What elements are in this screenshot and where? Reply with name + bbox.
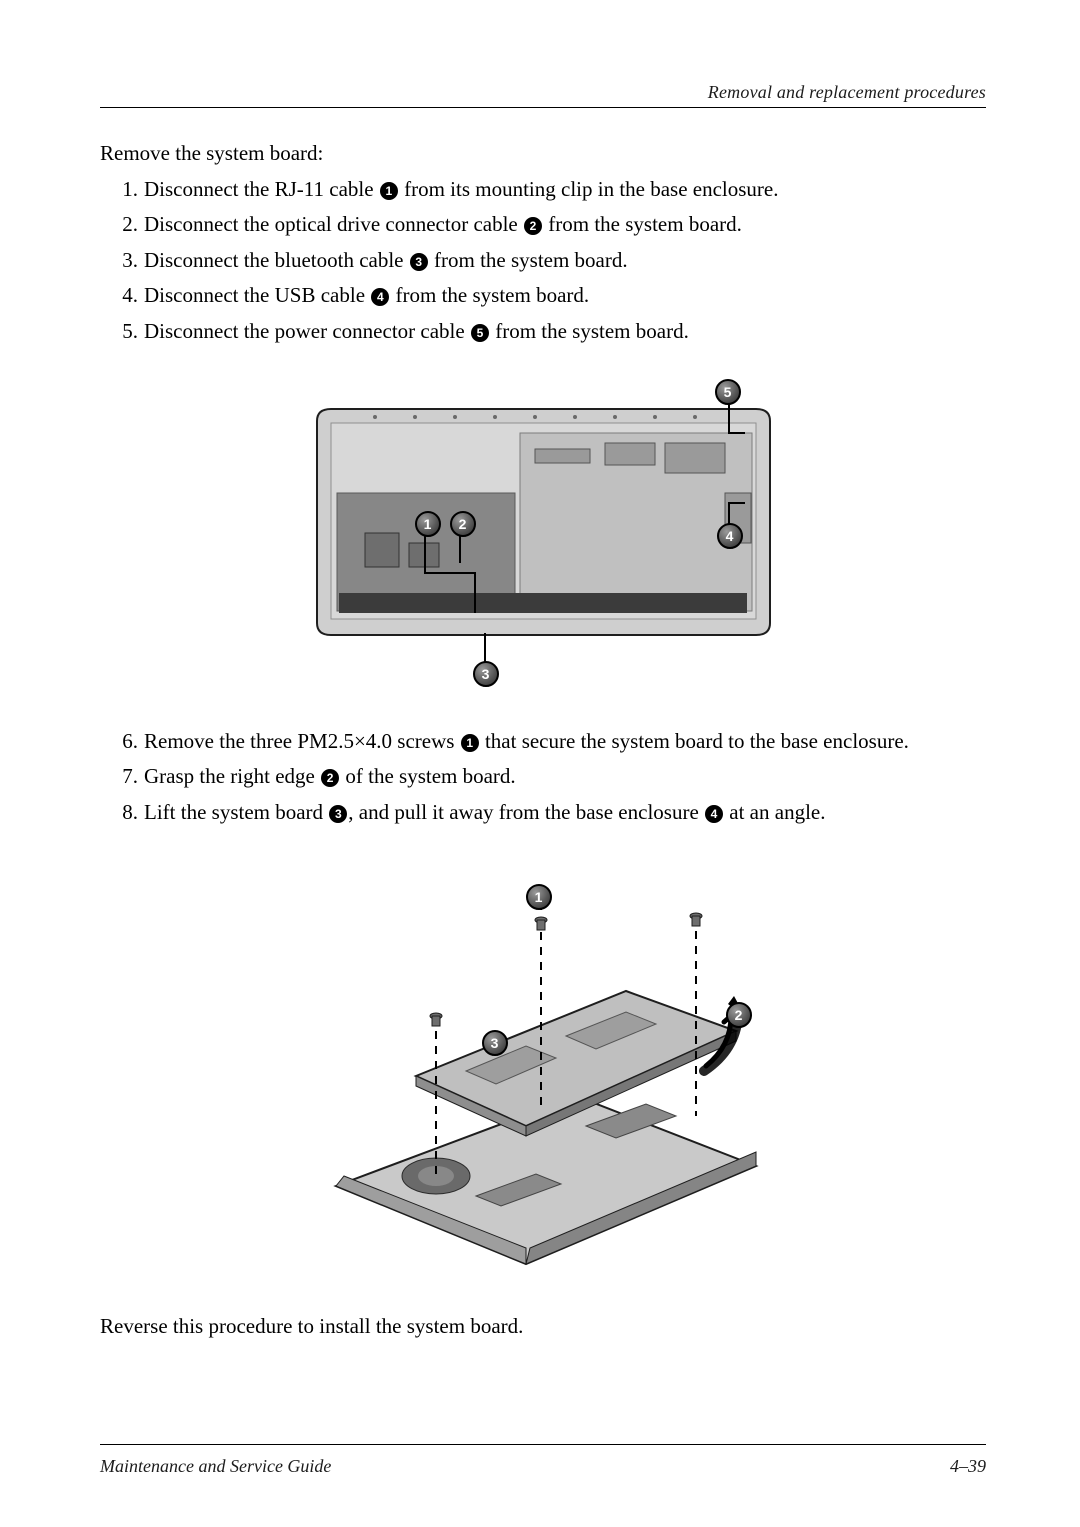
callout-ref-1-icon: 1: [380, 182, 398, 200]
callout-ref-5-icon: 5: [471, 324, 489, 342]
step-5: 5. Disconnect the power connector cable …: [144, 316, 986, 348]
step-text-pre: Disconnect the bluetooth cable: [144, 248, 409, 272]
callout-ref-1-icon: 1: [461, 734, 479, 752]
step-number: 7.: [118, 761, 138, 793]
step-text-pre: Remove the three PM2.5×4.0 screws: [144, 729, 460, 753]
step-text-post: that secure the system board to the base…: [480, 729, 909, 753]
step-text-pre: Grasp the right edge: [144, 764, 320, 788]
step-number: 8.: [118, 797, 138, 829]
step-text-pre: Disconnect the optical drive connector c…: [144, 212, 523, 236]
step-text-post: from the system board.: [429, 248, 628, 272]
callout-ref-2-icon: 2: [321, 769, 339, 787]
figure-2: 1 2 3: [326, 876, 761, 1269]
figure-1-wrap: 1 2 3 4 5: [100, 373, 986, 696]
step-number: 1.: [118, 174, 138, 206]
step-text-pre: Disconnect the RJ-11 cable: [144, 177, 379, 201]
footer-rule: [100, 1444, 986, 1445]
figure-1-callout-5-icon: 5: [715, 379, 741, 405]
step-text-post: from the system board.: [543, 212, 742, 236]
step-text-post: from its mounting clip in the base enclo…: [399, 177, 779, 201]
step-number: 4.: [118, 280, 138, 312]
step-number: 6.: [118, 726, 138, 758]
callout-ref-3-icon: 3: [410, 253, 428, 271]
footer-page-number: 4–39: [950, 1456, 986, 1477]
callout-ref-4-icon: 4: [371, 288, 389, 306]
callout-ref-4-icon: 4: [705, 805, 723, 823]
step-text-pre: Disconnect the power connector cable: [144, 319, 470, 343]
step-6: 6. Remove the three PM2.5×4.0 screws 1 t…: [144, 726, 986, 758]
step-number: 3.: [118, 245, 138, 277]
steps-list-b: 6. Remove the three PM2.5×4.0 screws 1 t…: [100, 726, 986, 829]
figure-2-callout-2-icon: 2: [726, 1002, 752, 1028]
figure-1-callout-4-icon: 4: [717, 523, 743, 549]
reverse-procedure-note: Reverse this procedure to install the sy…: [100, 1311, 986, 1343]
step-text-post: of the system board.: [340, 764, 516, 788]
figure-1-svg: [305, 373, 782, 686]
intro-text: Remove the system board:: [100, 138, 986, 170]
step-text-pre: Disconnect the USB cable: [144, 283, 370, 307]
figure-2-callout-3-icon: 3: [482, 1030, 508, 1056]
step-text-seg-2: , and pull it away from the base enclosu…: [348, 800, 704, 824]
step-text-seg-0: Lift the system board: [144, 800, 328, 824]
step-7: 7. Grasp the right edge 2 of the system …: [144, 761, 986, 793]
figure-1-callout-1-icon: 1: [415, 511, 441, 537]
step-4: 4. Disconnect the USB cable 4 from the s…: [144, 280, 986, 312]
figure-2-svg: [326, 876, 761, 1269]
figure-2-wrap: 1 2 3: [100, 876, 986, 1279]
footer-guide-title: Maintenance and Service Guide: [100, 1456, 331, 1477]
header-rule: [100, 107, 986, 108]
body-content: Remove the system board: 1. Disconnect t…: [100, 138, 986, 1342]
header-section-title: Removal and replacement procedures: [708, 82, 986, 103]
step-8: 8. Lift the system board 3, and pull it …: [144, 797, 986, 829]
step-2: 2. Disconnect the optical drive connecto…: [144, 209, 986, 241]
callout-ref-3-icon: 3: [329, 805, 347, 823]
callout-ref-2-icon: 2: [524, 217, 542, 235]
figure-2-callout-1-icon: 1: [526, 884, 552, 910]
figure-1-callout-2-icon: 2: [450, 511, 476, 537]
step-text-post: from the system board.: [490, 319, 689, 343]
step-number: 2.: [118, 209, 138, 241]
step-text-seg-4: at an angle.: [724, 800, 825, 824]
page-content-area: Removal and replacement procedures Remov…: [100, 0, 986, 1527]
step-3: 3. Disconnect the bluetooth cable 3 from…: [144, 245, 986, 277]
step-text-post: from the system board.: [390, 283, 589, 307]
figure-1: 1 2 3 4 5: [305, 373, 782, 686]
figure-1-callout-3-icon: 3: [473, 661, 499, 687]
step-1: 1. Disconnect the RJ-11 cable 1 from its…: [144, 174, 986, 206]
step-number: 5.: [118, 316, 138, 348]
steps-list-a: 1. Disconnect the RJ-11 cable 1 from its…: [100, 174, 986, 348]
